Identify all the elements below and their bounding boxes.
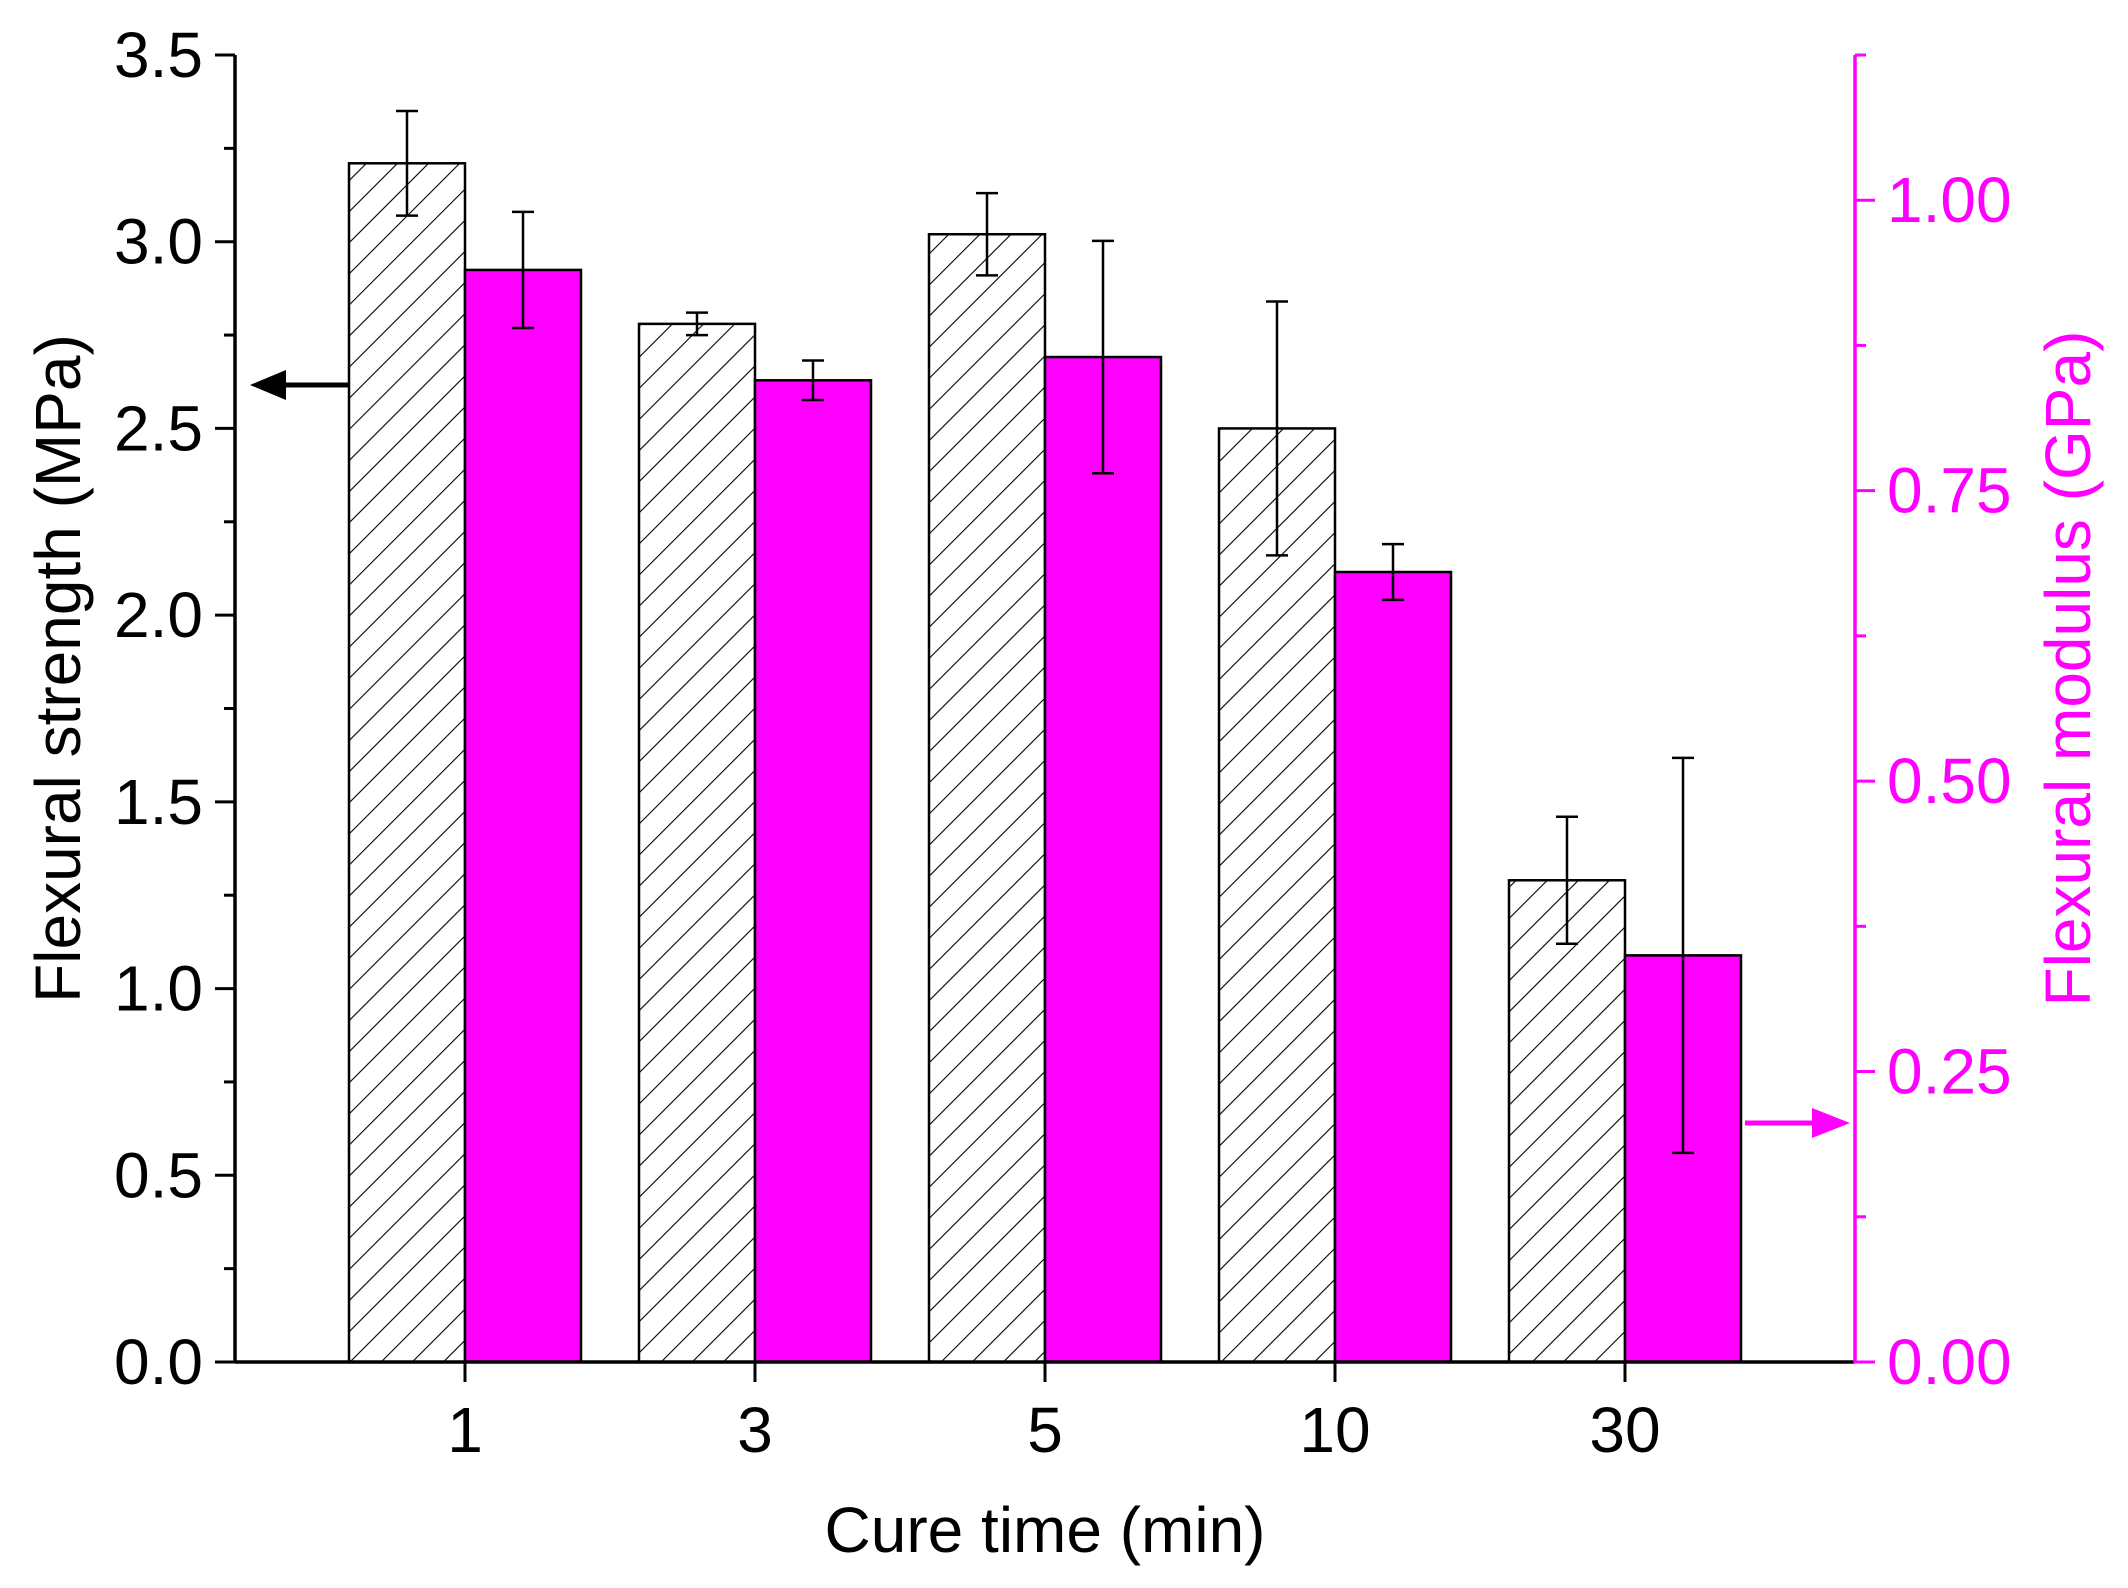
- bar-strength-30: [1507, 879, 1627, 1364]
- x-axis-title: Cure time (min): [825, 1494, 1266, 1566]
- y-tick-label: 3.5: [114, 19, 203, 91]
- y-tick-label: 2.5: [114, 392, 203, 464]
- bars-layer: [347, 162, 1743, 1364]
- y-tick-label: 0.5: [114, 1139, 203, 1211]
- bar-strength-10: [1217, 427, 1337, 1364]
- y-tick-label: 0.0: [114, 1326, 203, 1398]
- y2-tick-label: 0.75: [1887, 455, 2012, 527]
- labels-layer: Cure time (min) Flexural strength (MPa) …: [22, 19, 2104, 1566]
- y2-tick-label: 0.50: [1887, 745, 2012, 817]
- bar-modulus-3: [753, 379, 873, 1364]
- x-tick-label-5: 5: [1027, 1394, 1063, 1466]
- bar-modulus-10: [1333, 570, 1453, 1364]
- bar-modulus-5: [1043, 355, 1163, 1364]
- y2-tick-label: 0.25: [1887, 1036, 2012, 1108]
- axes-layer: [215, 53, 1875, 1382]
- x-tick-label-10: 10: [1299, 1394, 1370, 1466]
- y-tick-label: 3.0: [114, 206, 203, 278]
- bar-strength-1: [347, 162, 467, 1364]
- x-tick-label-30: 30: [1589, 1394, 1660, 1466]
- arrow-left-icon: [250, 370, 286, 400]
- x-tick-label-3: 3: [737, 1394, 773, 1466]
- y-tick-label: 1.5: [114, 766, 203, 838]
- y2-axis-title: Flexural modulus (GPa): [2032, 331, 2104, 1007]
- x-tick-label-1: 1: [447, 1394, 483, 1466]
- error-bars-layer: [396, 109, 1694, 1155]
- y-tick-label: 1.0: [114, 953, 203, 1025]
- bar-strength-5: [927, 232, 1047, 1364]
- bar-strength-3: [637, 322, 757, 1364]
- y2-tick-label: 0.00: [1887, 1326, 2012, 1398]
- y-axis-title: Flexural strength (MPa): [22, 334, 94, 1003]
- bar-modulus-1: [463, 268, 583, 1364]
- arrow-right-icon: [1812, 1108, 1850, 1138]
- y2-tick-label: 1.00: [1887, 164, 2012, 236]
- y-tick-label: 2.0: [114, 579, 203, 651]
